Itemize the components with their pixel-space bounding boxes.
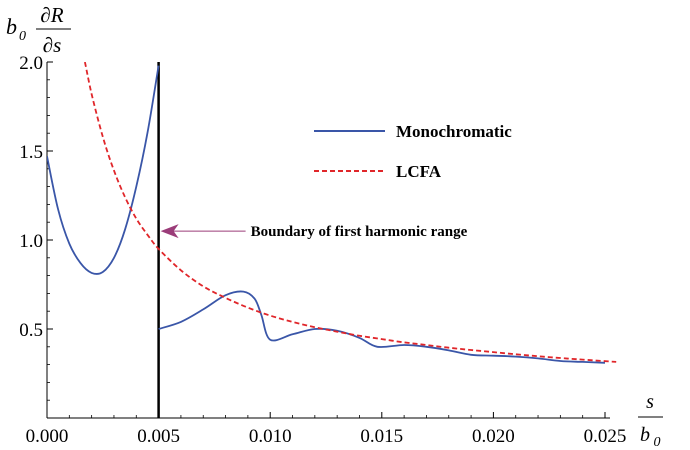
x-label-numerator: s: [646, 391, 654, 413]
legend-label-lcfa: LCFA: [396, 162, 442, 181]
legend: Monochromatic LCFA: [314, 122, 512, 181]
annotation-text: Boundary of first harmonic range: [251, 224, 468, 240]
axes: 0.000 0.005 0.010 0.015 0.020 0.025 0.5 1.0 1.5 2…: [19, 53, 626, 447]
y-tick-label: 1.0: [19, 231, 43, 252]
series-line: [158, 290, 606, 364]
y-tick-label: 0.5: [19, 320, 43, 341]
series-monochromatic: [47, 65, 606, 364]
series-line: [47, 65, 160, 275]
y-label-prefix: b: [6, 14, 17, 39]
series-lcfa: [84, 62, 617, 363]
x-label-denominator: b: [640, 424, 650, 446]
annotation-layer: Boundary of first harmonic range: [160, 224, 468, 240]
y-label-prefix-subscript: 0: [19, 29, 26, 44]
x-tick-label: 0.010: [249, 426, 292, 447]
series-layer: [47, 62, 617, 364]
y-label-numerator: ∂R: [40, 3, 63, 27]
x-tick-label: 0.000: [26, 426, 69, 447]
axis-labels: sb 0b 0∂R∂s: [6, 3, 663, 450]
x-tick-label: 0.005: [137, 426, 180, 447]
series-line: [84, 62, 617, 363]
y-label-denominator: ∂s: [43, 33, 62, 57]
x-label-subscript: 0: [654, 435, 661, 450]
y-tick-label: 2.0: [19, 53, 43, 74]
x-tick-label: 0.015: [360, 426, 403, 447]
annotation-arrow-head: [160, 224, 179, 239]
y-tick-label: 1.5: [19, 142, 43, 163]
x-tick-label: 0.025: [584, 426, 627, 447]
x-tick-label: 0.020: [472, 426, 515, 447]
legend-label-monochromatic: Monochromatic: [396, 122, 512, 141]
